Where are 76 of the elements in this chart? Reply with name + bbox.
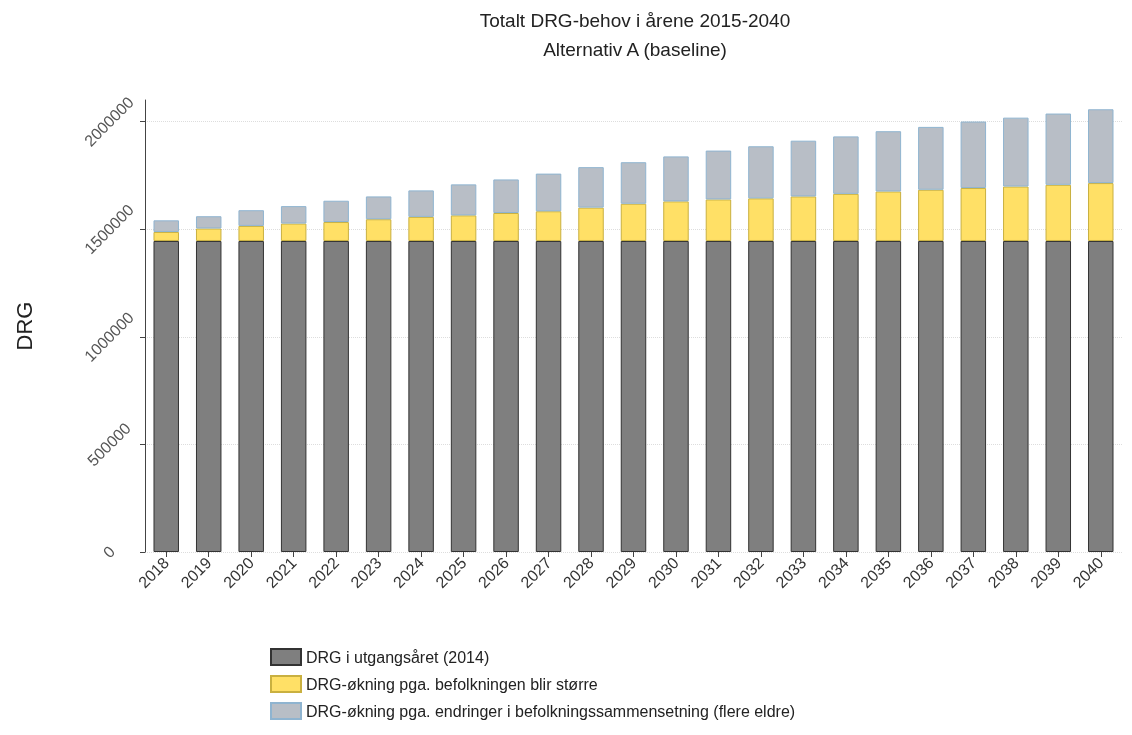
bar	[493, 240, 519, 552]
bar	[578, 240, 604, 552]
bar	[833, 136, 859, 194]
legend-label: DRG-økning pga. endringer i befolkningssammensetning (flere eldre)	[306, 702, 796, 720]
bar	[705, 240, 732, 552]
bar	[748, 198, 774, 241]
bar	[323, 222, 349, 241]
bar	[1045, 184, 1072, 241]
bar	[620, 240, 647, 552]
bar	[238, 240, 264, 552]
bar	[238, 225, 264, 241]
bar	[1045, 240, 1072, 552]
legend-label: DRG-økning pga. befolkningen blir større	[306, 675, 598, 693]
bar	[918, 240, 944, 552]
bar	[280, 206, 307, 224]
bar	[748, 240, 774, 552]
bar	[1088, 109, 1114, 184]
chart-title: Totalt DRG-behov i årene 2015-2040	[479, 10, 791, 31]
bar	[408, 216, 434, 241]
y-tick-label: 0	[99, 542, 119, 562]
bar	[323, 240, 349, 552]
chart-subtitle: Alternativ A (baseline)	[543, 39, 727, 60]
bar	[323, 200, 349, 223]
bar	[663, 240, 689, 552]
bar	[1045, 113, 1072, 185]
bar	[450, 184, 477, 216]
bar	[535, 240, 562, 552]
bar	[493, 213, 519, 241]
bar	[1003, 186, 1029, 241]
bar	[620, 203, 647, 241]
bar	[195, 216, 222, 229]
bar	[748, 146, 774, 199]
bar	[195, 228, 222, 241]
bar	[365, 240, 392, 552]
bar	[535, 173, 562, 212]
bar	[1088, 183, 1114, 241]
bar	[705, 199, 732, 241]
bar	[960, 121, 987, 189]
bar	[620, 162, 647, 204]
bar	[238, 210, 264, 226]
bar	[153, 231, 179, 241]
bar	[365, 196, 392, 220]
bar	[535, 211, 562, 241]
bar	[280, 240, 307, 552]
bar	[1003, 240, 1029, 552]
y-axis-title: DRG	[11, 301, 37, 351]
bar	[365, 219, 392, 241]
bar	[493, 179, 519, 213]
bar	[875, 191, 902, 241]
bar	[1003, 117, 1029, 187]
bar	[918, 126, 944, 190]
bar	[705, 150, 732, 200]
bar	[960, 188, 987, 241]
bar	[280, 223, 307, 241]
bar	[790, 196, 817, 241]
bar	[790, 240, 817, 552]
bar	[833, 193, 859, 241]
bar	[408, 190, 434, 217]
bar	[1088, 240, 1114, 552]
bar	[790, 140, 817, 197]
bar	[408, 240, 434, 552]
bar	[450, 215, 477, 241]
bar	[578, 207, 604, 241]
bar	[918, 189, 944, 241]
bar	[153, 220, 179, 232]
bar	[875, 131, 902, 192]
bar	[663, 156, 689, 202]
bar	[960, 240, 987, 552]
bar	[153, 240, 179, 552]
bar	[450, 240, 477, 552]
legend-label: DRG i utgangsåret (2014)	[306, 648, 490, 666]
bar	[578, 167, 604, 208]
bar	[663, 201, 689, 241]
bar	[875, 240, 902, 552]
bar	[833, 240, 859, 552]
bar	[195, 240, 222, 552]
